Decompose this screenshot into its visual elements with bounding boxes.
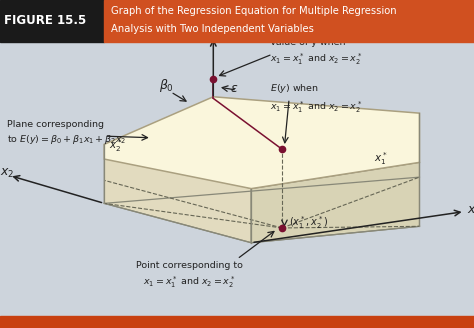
Bar [0,316,474,328]
Text: $(x_1^*, x_2^*)$: $(x_1^*, x_2^*)$ [289,215,328,231]
Polygon shape [104,97,419,189]
Text: $\beta_0$: $\beta_0$ [159,76,174,93]
Text: Point corresponding to
$x_1 = x_1^*$ and $x_2 = x_2^*$: Point corresponding to $x_1 = x_1^*$ and… [136,261,243,290]
Text: Analysis with Two Independent Variables: Analysis with Two Independent Variables [111,24,314,34]
Text: $x_1$: $x_1$ [467,205,474,218]
Text: $\epsilon$: $\epsilon$ [230,82,238,95]
Text: FIGURE 15.5: FIGURE 15.5 [4,14,86,28]
Text: $x_2^*$: $x_2^*$ [109,137,123,154]
Text: $y$: $y$ [216,19,226,33]
Text: $x_1^*$: $x_1^*$ [374,151,388,167]
Text: $x_2$: $x_2$ [0,167,14,180]
Polygon shape [104,144,251,243]
Text: $E(y)$ when
$x_1 = x_1^*$ and $x_2 = x_2^*$: $E(y)$ when $x_1 = x_1^*$ and $x_2 = x_2… [270,82,363,115]
Polygon shape [251,162,419,243]
Text: Plane corresponding
to $E(y) = \beta_0 + \beta_1 x_1 + \beta_2 x_2$: Plane corresponding to $E(y) = \beta_0 +… [7,120,127,146]
Text: Value of y when
$x_1 = x_1^*$ and $x_2 = x_2^*$: Value of y when $x_1 = x_1^*$ and $x_2 =… [270,38,363,67]
Bar [104,0,474,42]
Text: Graph of the Regression Equation for Multiple Regression: Graph of the Regression Equation for Mul… [111,7,397,16]
Bar [0,0,104,42]
